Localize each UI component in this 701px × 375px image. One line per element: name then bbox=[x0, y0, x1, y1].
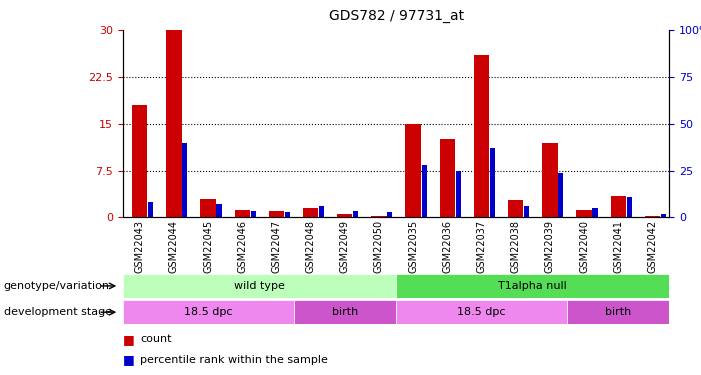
Bar bbox=[567, 300, 669, 324]
Bar bbox=[285, 212, 290, 217]
Text: GSM22043: GSM22043 bbox=[135, 220, 145, 273]
Text: development stage: development stage bbox=[4, 307, 111, 317]
Text: wild type: wild type bbox=[234, 281, 285, 291]
Bar bbox=[576, 210, 592, 218]
Bar bbox=[396, 274, 669, 298]
Bar bbox=[421, 165, 427, 218]
Text: GSM22035: GSM22035 bbox=[408, 220, 418, 273]
Text: GSM22044: GSM22044 bbox=[169, 220, 179, 273]
Bar bbox=[268, 211, 284, 217]
Text: GSM22049: GSM22049 bbox=[340, 220, 350, 273]
Text: GSM22036: GSM22036 bbox=[442, 220, 452, 273]
Bar bbox=[524, 206, 529, 218]
Bar bbox=[251, 211, 256, 218]
Text: birth: birth bbox=[332, 307, 358, 317]
Bar bbox=[123, 300, 294, 324]
Text: GSM22048: GSM22048 bbox=[306, 220, 315, 273]
Text: 18.5 dpc: 18.5 dpc bbox=[457, 307, 505, 317]
Text: percentile rank within the sample: percentile rank within the sample bbox=[140, 355, 328, 365]
Bar bbox=[558, 172, 564, 217]
Text: GSM22037: GSM22037 bbox=[477, 220, 486, 273]
Bar bbox=[148, 202, 154, 217]
Text: GSM22041: GSM22041 bbox=[613, 220, 623, 273]
Bar bbox=[542, 142, 557, 218]
Bar bbox=[372, 216, 387, 217]
Text: birth: birth bbox=[605, 307, 632, 317]
Bar bbox=[592, 208, 597, 218]
Bar bbox=[388, 212, 393, 217]
Text: GSM22047: GSM22047 bbox=[271, 220, 282, 273]
Bar bbox=[337, 214, 353, 217]
Text: genotype/variation: genotype/variation bbox=[4, 281, 109, 291]
Text: GSM22050: GSM22050 bbox=[374, 220, 384, 273]
Text: GSM22040: GSM22040 bbox=[579, 220, 589, 273]
Bar bbox=[440, 140, 455, 218]
Bar bbox=[627, 197, 632, 217]
Bar bbox=[474, 55, 489, 217]
Bar bbox=[456, 171, 461, 217]
Text: ■: ■ bbox=[123, 354, 135, 366]
Text: GSM22038: GSM22038 bbox=[510, 220, 521, 273]
Bar bbox=[645, 216, 660, 217]
Text: GSM22042: GSM22042 bbox=[647, 220, 658, 273]
Bar bbox=[235, 210, 250, 218]
Text: 18.5 dpc: 18.5 dpc bbox=[184, 307, 232, 317]
Bar bbox=[166, 30, 182, 217]
Bar bbox=[396, 300, 567, 324]
Text: T1alpha null: T1alpha null bbox=[498, 281, 567, 291]
Bar bbox=[132, 105, 147, 218]
Bar bbox=[661, 214, 666, 217]
Text: GDS782 / 97731_at: GDS782 / 97731_at bbox=[329, 9, 463, 23]
Bar bbox=[303, 208, 318, 218]
Bar bbox=[353, 211, 358, 218]
Bar bbox=[200, 199, 216, 217]
Bar bbox=[123, 274, 396, 298]
Bar bbox=[405, 124, 421, 218]
Bar bbox=[508, 200, 524, 217]
Text: GSM22039: GSM22039 bbox=[545, 220, 555, 273]
Text: GSM22045: GSM22045 bbox=[203, 220, 213, 273]
Bar bbox=[611, 196, 626, 217]
Bar bbox=[294, 300, 396, 324]
Bar bbox=[319, 206, 324, 218]
Bar bbox=[490, 148, 495, 217]
Text: ■: ■ bbox=[123, 333, 135, 346]
Text: count: count bbox=[140, 334, 172, 344]
Bar bbox=[182, 142, 187, 218]
Text: GSM22046: GSM22046 bbox=[237, 220, 247, 273]
Bar bbox=[217, 204, 222, 218]
